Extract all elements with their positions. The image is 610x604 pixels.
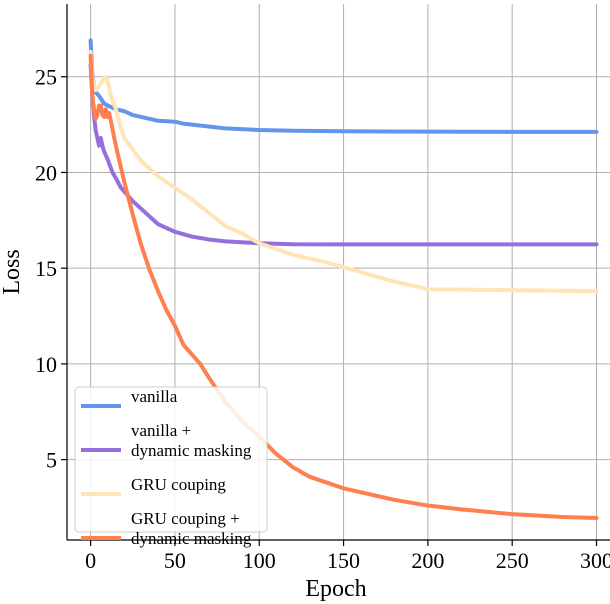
axes-spines — [66, 4, 610, 541]
series-line-0 — [88, 38, 599, 134]
x-tick-label: 250 — [496, 548, 529, 573]
y-tick-label: 5 — [46, 448, 57, 473]
y-tick-label: 10 — [35, 352, 57, 377]
x-tick-label: 300 — [580, 548, 610, 573]
y-axis-title: Loss — [0, 249, 25, 294]
x-tick-label: 150 — [327, 548, 360, 573]
x-tick-label: 100 — [243, 548, 276, 573]
x-tick-label: 200 — [411, 548, 444, 573]
x-tick-label: 50 — [164, 548, 186, 573]
legend-box — [74, 386, 268, 533]
legend: vanilla vanilla + dynamic masking GRU coupi… — [74, 386, 268, 548]
series-lines — [88, 38, 599, 520]
y-tick-label: 25 — [35, 65, 57, 90]
legend-label-2: GRU couping — [131, 475, 226, 494]
x-tick-label: 0 — [85, 548, 96, 573]
x-axis-title: Epoch — [305, 576, 366, 602]
legend-label-3: GRU couping + dynamic masking — [131, 509, 252, 548]
ticks: 0 50 100 150 200 250 300 5 10 15 20 25 — [35, 65, 610, 573]
legend-label-1: vanilla + dynamic masking — [131, 421, 252, 460]
legend-label-0: vanilla — [131, 387, 178, 406]
grid — [67, 4, 610, 540]
y-tick-label: 20 — [35, 160, 57, 185]
y-tick-label: 15 — [35, 256, 57, 281]
series-line-3 — [88, 53, 599, 520]
series-line-2 — [88, 49, 599, 294]
